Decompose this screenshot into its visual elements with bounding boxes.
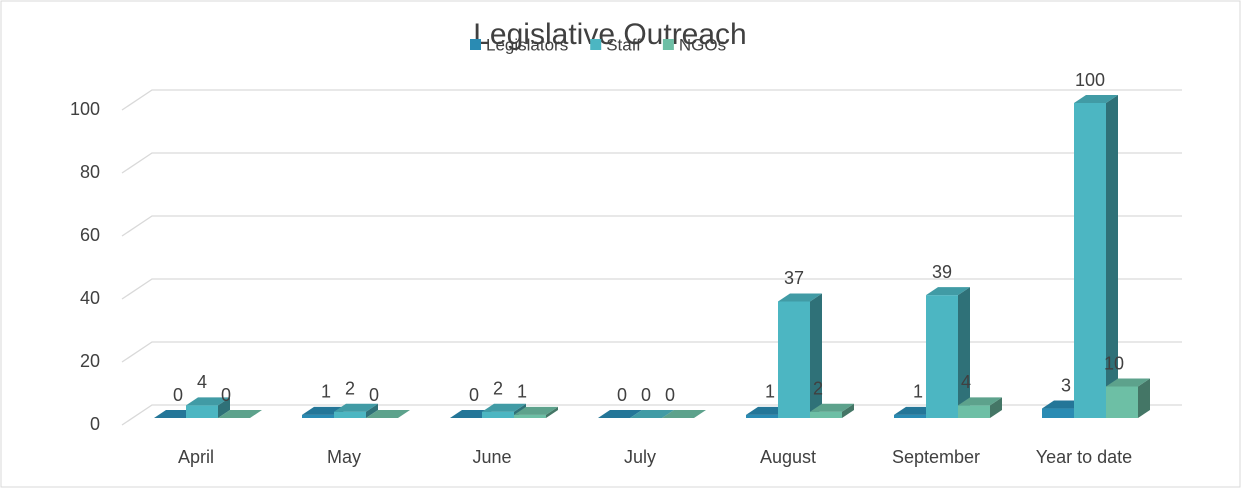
data-label: 1 [765, 382, 775, 402]
bar [662, 410, 706, 418]
bar [514, 406, 558, 418]
y-tick-label: 40 [80, 288, 100, 308]
grid-line [121, 89, 1182, 111]
bar-top [1106, 378, 1150, 387]
bar [218, 410, 262, 418]
bar-front [186, 405, 218, 418]
y-tick-label: 0 [90, 414, 100, 434]
legend-swatch [470, 39, 481, 50]
bar [186, 397, 230, 418]
bar-front [810, 411, 842, 418]
grid-line [121, 341, 1182, 363]
bar [778, 293, 822, 418]
data-label: 39 [932, 262, 952, 282]
bar-side [810, 293, 822, 418]
bar-side [546, 406, 558, 418]
legend-label: NGOs [679, 35, 726, 54]
data-label: 1 [913, 382, 923, 402]
y-tick-label: 100 [70, 99, 100, 119]
bar-front [334, 411, 366, 418]
bar-top [1074, 95, 1118, 103]
grid-line [121, 152, 1182, 174]
legend-swatch [662, 39, 674, 50]
bar-front [514, 414, 546, 418]
bar-top [926, 287, 970, 296]
x-tick-label: June [472, 447, 511, 467]
bar [810, 403, 854, 418]
data-label: 0 [173, 385, 183, 405]
grid-line [121, 215, 1182, 237]
bar-front [482, 411, 514, 418]
data-label: 1 [517, 382, 527, 402]
y-tick-label: 60 [80, 225, 100, 245]
bar-top [482, 403, 526, 412]
data-label: 4 [197, 372, 207, 392]
bar-front [894, 414, 926, 418]
bar-side [842, 403, 854, 418]
legend-label: Legislators [486, 35, 568, 54]
bar-front [1042, 408, 1074, 418]
data-label: 2 [493, 378, 503, 398]
bar-top [366, 410, 410, 418]
bar-top [598, 410, 642, 418]
bar-side [366, 403, 378, 418]
x-tick-label: August [760, 447, 816, 467]
data-label: 4 [961, 372, 971, 392]
x-tick-label: September [892, 447, 980, 467]
legend-label: Staff [606, 35, 641, 54]
data-label: 2 [345, 378, 355, 398]
chart-title: Legislative Outreach [473, 18, 747, 51]
data-label: 0 [469, 385, 479, 405]
bar-side [958, 287, 970, 418]
bar-top [630, 410, 674, 418]
bar-front [926, 295, 958, 418]
data-label: 0 [369, 385, 379, 405]
bar-side [1106, 95, 1118, 418]
bar-side [990, 397, 1002, 418]
data-label: 0 [617, 385, 627, 405]
data-label: 0 [665, 385, 675, 405]
bar [366, 410, 410, 418]
data-label: 37 [784, 268, 804, 288]
bar-front [778, 301, 810, 418]
bar-top [186, 397, 230, 406]
y-tick-label: 80 [80, 162, 100, 182]
bar-top [218, 410, 262, 418]
data-label: 100 [1075, 70, 1105, 90]
bar-front [302, 414, 334, 418]
bar [1106, 378, 1150, 418]
data-label: 3 [1061, 375, 1071, 395]
bar-front [958, 405, 990, 418]
bar-top [334, 403, 378, 412]
bar-top [662, 410, 706, 418]
bar-side [1138, 378, 1150, 418]
bar [334, 403, 378, 418]
bar-side [218, 397, 230, 418]
y-tick-label: 20 [80, 351, 100, 371]
data-label: 0 [221, 385, 231, 405]
bar-front [1074, 103, 1106, 418]
bar-top [958, 397, 1002, 406]
legend-swatch [590, 39, 602, 50]
x-tick-label: April [178, 447, 214, 467]
data-label: 1 [321, 382, 331, 402]
data-label: 0 [641, 385, 651, 405]
bar-front [746, 414, 778, 418]
bar-top [514, 406, 558, 415]
data-label: 10 [1104, 353, 1124, 373]
bar [926, 287, 970, 418]
bar [598, 410, 642, 418]
bar-front [1106, 386, 1138, 418]
x-tick-label: May [327, 447, 361, 467]
bar [958, 397, 1002, 418]
bar-top [778, 293, 822, 302]
data-label: 2 [813, 378, 823, 398]
x-tick-label: Year to date [1036, 447, 1132, 467]
bar-top [810, 403, 854, 412]
grid-line [121, 278, 1182, 300]
x-tick-label: July [624, 447, 656, 467]
bar [630, 410, 674, 418]
bar [1074, 95, 1118, 418]
